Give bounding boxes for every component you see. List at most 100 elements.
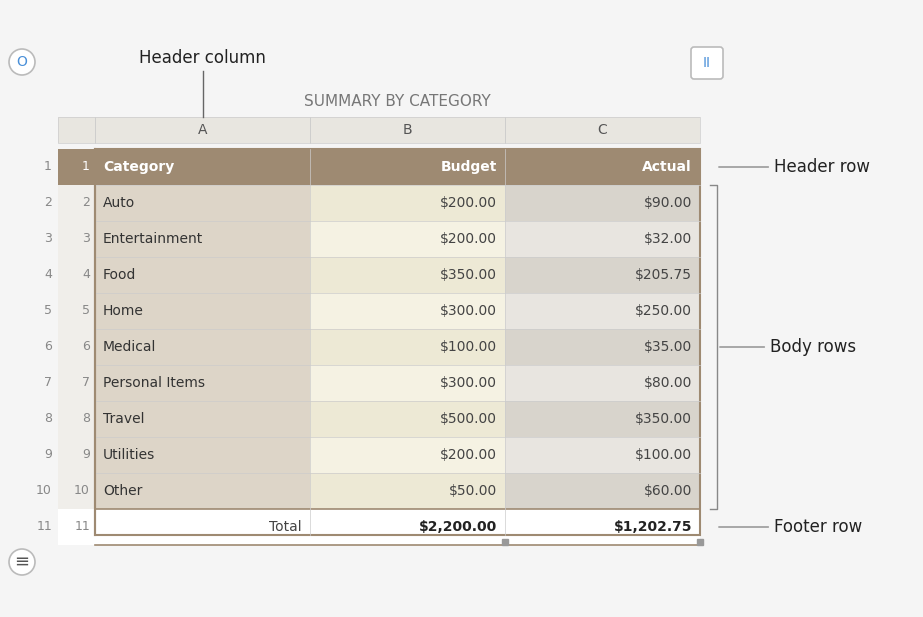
Text: $1,202.75: $1,202.75 [614,520,692,534]
Bar [505,117,700,143]
Bar [95,509,310,545]
Bar [58,149,95,185]
Text: $2,200.00: $2,200.00 [419,520,497,534]
Text: $250.00: $250.00 [635,304,692,318]
Bar [58,401,95,437]
Text: Body rows: Body rows [720,338,857,356]
Bar [505,257,700,293]
Text: $205.75: $205.75 [635,268,692,282]
Text: O: O [17,55,28,69]
Text: 1: 1 [44,160,52,173]
Bar [505,401,700,437]
Bar [310,117,505,143]
Text: $500.00: $500.00 [440,412,497,426]
Text: 5: 5 [82,305,90,318]
Text: Travel: Travel [103,412,145,426]
Text: II: II [703,56,711,70]
Bar [58,221,95,257]
Text: Header row: Header row [719,158,870,176]
Text: Utilities: Utilities [103,448,155,462]
Text: C: C [597,123,607,137]
Text: $50.00: $50.00 [449,484,497,498]
Text: $90.00: $90.00 [643,196,692,210]
Text: $35.00: $35.00 [643,340,692,354]
Bar [310,401,505,437]
Bar [505,437,700,473]
Text: 9: 9 [82,449,90,462]
Bar [505,329,700,365]
Text: 3: 3 [82,233,90,246]
Text: 9: 9 [44,449,52,462]
Text: 2: 2 [82,196,90,210]
Text: 6: 6 [82,341,90,354]
Text: $200.00: $200.00 [440,196,497,210]
Text: $60.00: $60.00 [643,484,692,498]
Text: 6: 6 [44,341,52,354]
Text: Auto: Auto [103,196,136,210]
Bar [310,473,505,509]
Bar [310,509,505,545]
Text: Total: Total [270,520,302,534]
Text: 5: 5 [44,305,52,318]
Text: 8: 8 [82,413,90,426]
Text: Footer row: Footer row [719,518,862,536]
Bar [505,509,700,545]
Bar [310,117,505,143]
Bar [95,401,310,437]
Text: 7: 7 [82,376,90,389]
Text: Other: Other [103,484,142,498]
Text: ≡: ≡ [15,553,30,571]
Text: 10: 10 [74,484,90,497]
Bar [95,437,310,473]
Bar [58,117,95,143]
Text: Header column: Header column [139,49,266,67]
Circle shape [9,49,35,75]
Text: 11: 11 [36,521,52,534]
Text: $100.00: $100.00 [440,340,497,354]
Bar [310,293,505,329]
Bar [58,185,95,221]
Bar [310,257,505,293]
Bar [505,473,700,509]
Text: Home: Home [103,304,144,318]
FancyBboxPatch shape [691,47,723,79]
Bar [310,365,505,401]
Bar [505,185,700,221]
Text: B: B [402,123,413,137]
Text: Budget: Budget [440,160,497,174]
Bar [505,149,700,185]
Bar [505,117,700,143]
Text: A: A [198,123,208,137]
Text: $350.00: $350.00 [440,268,497,282]
Bar [310,329,505,365]
Text: 7: 7 [44,376,52,389]
Bar [310,437,505,473]
Text: Personal Items: Personal Items [103,376,205,390]
Text: 1: 1 [82,160,90,173]
Bar [505,293,700,329]
Bar [58,329,95,365]
Circle shape [9,549,35,575]
Text: 4: 4 [82,268,90,281]
Text: $200.00: $200.00 [440,232,497,246]
Bar [310,185,505,221]
Text: $300.00: $300.00 [440,304,497,318]
Bar [95,221,310,257]
Text: $300.00: $300.00 [440,376,497,390]
Bar [58,365,95,401]
Bar [505,221,700,257]
Bar [95,117,310,143]
Text: Category: Category [103,160,174,174]
Text: 8: 8 [44,413,52,426]
Text: $100.00: $100.00 [635,448,692,462]
Bar [58,437,95,473]
Bar [58,117,95,143]
Text: Medical: Medical [103,340,156,354]
Bar [58,257,95,293]
Bar [505,365,700,401]
Bar [95,117,310,143]
Text: 2: 2 [44,196,52,210]
Text: SUMMARY BY CATEGORY: SUMMARY BY CATEGORY [304,94,491,109]
Text: $80.00: $80.00 [643,376,692,390]
Text: 11: 11 [74,521,90,534]
